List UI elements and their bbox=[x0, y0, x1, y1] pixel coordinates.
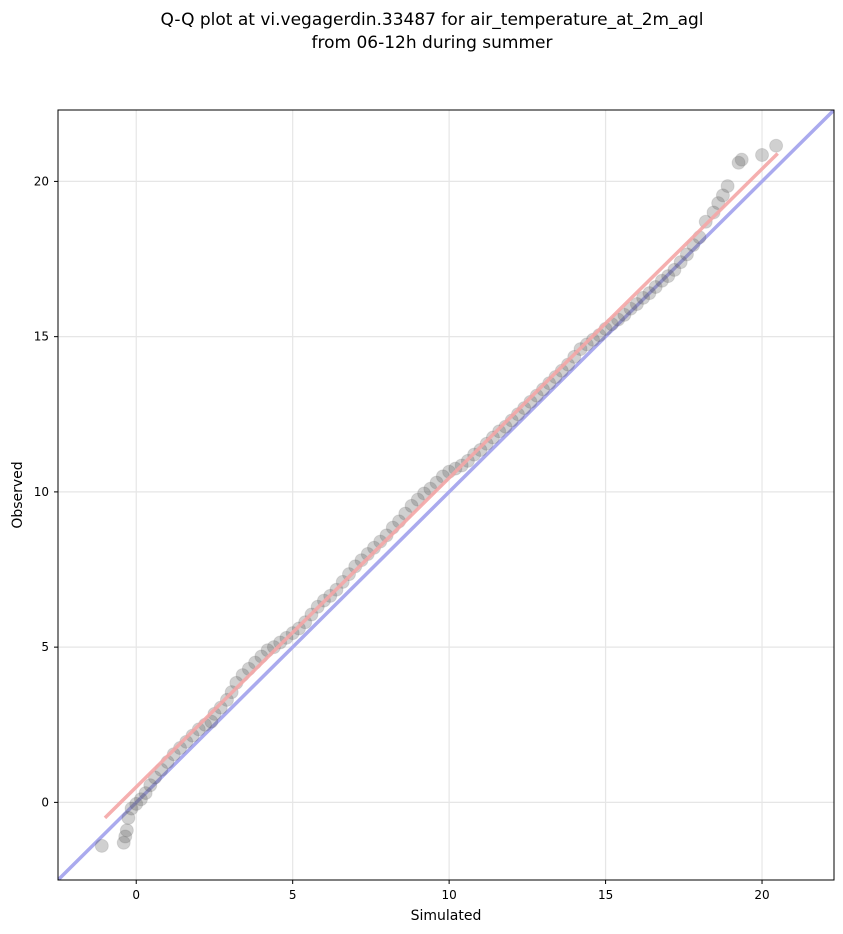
qq-point-107 bbox=[769, 138, 784, 153]
x-tick-label-1: 5 bbox=[289, 888, 297, 902]
qq-point-92 bbox=[654, 273, 669, 288]
qq-point-42 bbox=[342, 567, 356, 582]
qq-point-54 bbox=[417, 486, 432, 501]
fit-line bbox=[103, 152, 779, 820]
qq-point-81 bbox=[586, 332, 601, 347]
y-tick-label-3: 15 bbox=[34, 330, 49, 344]
qq-point-96 bbox=[679, 247, 694, 262]
qq-point-53 bbox=[410, 492, 425, 507]
qq-point-94 bbox=[667, 262, 682, 277]
qq-point-30 bbox=[266, 640, 281, 655]
qq-point-7 bbox=[133, 792, 148, 807]
qq-point-102 bbox=[715, 188, 730, 203]
x-tick-label-2: 10 bbox=[441, 888, 456, 902]
qq-point-3 bbox=[119, 823, 134, 838]
qq-point-66 bbox=[492, 424, 507, 439]
x-tick-label-4: 20 bbox=[754, 888, 769, 902]
qq-point-10 bbox=[148, 770, 162, 785]
x-tick-label-3: 15 bbox=[598, 888, 613, 902]
qq-point-4 bbox=[121, 810, 136, 825]
qq-point-104 bbox=[731, 155, 746, 170]
identity-line bbox=[58, 110, 834, 880]
y-tick-label-2: 10 bbox=[34, 485, 49, 499]
x-tick-label-0: 0 bbox=[132, 888, 140, 902]
y-axis-label: Observed bbox=[10, 461, 26, 528]
chart-title-line-1: Q-Q plot at vi.vegagerdin.33487 for air_… bbox=[160, 10, 703, 30]
y-tick-label-0: 0 bbox=[41, 795, 49, 809]
qq-point-101 bbox=[711, 196, 726, 211]
y-tick-label-4: 20 bbox=[34, 174, 49, 188]
qq-point-52 bbox=[404, 498, 419, 513]
qq-point-5 bbox=[124, 801, 139, 816]
qq-point-89 bbox=[636, 290, 651, 305]
qq-point-86 bbox=[617, 307, 632, 322]
qq-point-22 bbox=[219, 692, 234, 707]
qq-point-8 bbox=[138, 786, 153, 801]
qq-point-88 bbox=[629, 297, 644, 312]
y-tick-label-1: 5 bbox=[41, 640, 49, 654]
qq-point-0 bbox=[94, 838, 109, 853]
qq-point-90 bbox=[642, 286, 657, 301]
qq-point-93 bbox=[661, 269, 676, 284]
qq-point-63 bbox=[473, 442, 488, 457]
qq-point-2 bbox=[118, 829, 133, 844]
qq-point-65 bbox=[485, 430, 500, 445]
qq-point-59 bbox=[448, 461, 463, 476]
qq-point-1 bbox=[116, 835, 131, 850]
qq-point-91 bbox=[648, 279, 663, 294]
qq-point-103 bbox=[720, 179, 735, 194]
qq-point-87 bbox=[623, 301, 638, 316]
plot-area bbox=[58, 110, 834, 880]
qq-point-95 bbox=[673, 255, 688, 270]
chart-title-line-2: from 06-12h during summer bbox=[312, 33, 553, 53]
qq-point-106 bbox=[755, 148, 770, 163]
x-axis-label: Simulated bbox=[411, 908, 482, 924]
qq-point-6 bbox=[129, 796, 144, 811]
qq-point-64 bbox=[479, 436, 494, 451]
qq-point-105 bbox=[734, 152, 749, 167]
qq-point-9 bbox=[143, 778, 158, 793]
qq-point-99 bbox=[698, 214, 713, 229]
axis-ticks: 0 5 10 15 20 0 5 10 15 20 bbox=[34, 174, 770, 902]
plot-frame bbox=[57, 109, 835, 881]
grid bbox=[58, 110, 834, 880]
